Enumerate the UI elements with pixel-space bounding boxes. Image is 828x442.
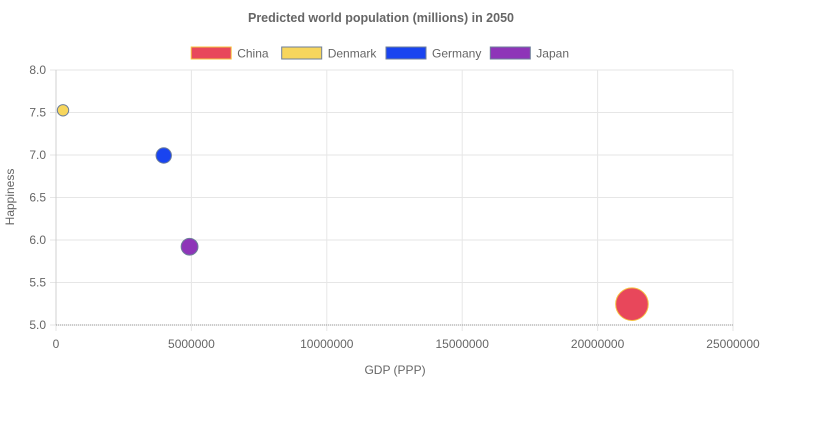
x-axis-ticks: 0 5000000 10000000 15000000 20000000 25000000 bbox=[53, 337, 760, 351]
chart-title: Predicted world population (millions) in… bbox=[248, 11, 514, 25]
x-axis-label: GDP (PPP) bbox=[364, 363, 425, 377]
y-axis-ticks: 5.0 5.5 6.0 6.5 7.0 7.5 8.0 bbox=[29, 63, 46, 332]
chart-grid bbox=[50, 69, 734, 331]
y-tick-label: 8.0 bbox=[29, 63, 46, 77]
y-tick-label: 5.0 bbox=[29, 318, 46, 332]
legend-item-denmark[interactable]: Denmark bbox=[281, 46, 378, 61]
bubble-china[interactable] bbox=[615, 287, 649, 321]
legend-swatch bbox=[190, 46, 232, 60]
bubble-japan[interactable] bbox=[180, 237, 199, 256]
bubble-denmark[interactable] bbox=[56, 104, 70, 117]
legend-item-china[interactable]: China bbox=[190, 46, 269, 61]
y-tick-label: 7.0 bbox=[29, 148, 46, 162]
y-tick-label: 6.0 bbox=[29, 233, 46, 247]
x-tick-label: 20000000 bbox=[571, 337, 625, 351]
legend-swatch bbox=[385, 46, 427, 60]
y-axis-label: Happiness bbox=[3, 169, 17, 226]
x-tick-label: 0 bbox=[53, 337, 60, 351]
y-tick-label: 5.5 bbox=[29, 276, 46, 290]
legend-swatch bbox=[281, 46, 323, 60]
legend-item-japan[interactable]: Japan bbox=[489, 46, 569, 61]
x-tick-label: 10000000 bbox=[300, 337, 354, 351]
legend-item-germany[interactable]: Germany bbox=[385, 46, 481, 61]
legend-label: Denmark bbox=[328, 47, 378, 61]
y-tick-label: 7.5 bbox=[29, 106, 46, 120]
legend-swatch bbox=[489, 46, 531, 60]
y-tick-label: 6.5 bbox=[29, 191, 46, 205]
x-tick-label: 15000000 bbox=[436, 337, 490, 351]
x-tick-label: 25000000 bbox=[706, 337, 760, 351]
legend-label: Germany bbox=[432, 47, 481, 61]
x-tick-label: 5000000 bbox=[168, 337, 215, 351]
chart-bubbles bbox=[56, 104, 649, 321]
legend-label: Japan bbox=[536, 47, 569, 61]
bubble-germany[interactable] bbox=[155, 147, 172, 164]
legend-label: China bbox=[237, 47, 269, 61]
chart-legend: China Denmark Germany Japan bbox=[190, 46, 569, 61]
